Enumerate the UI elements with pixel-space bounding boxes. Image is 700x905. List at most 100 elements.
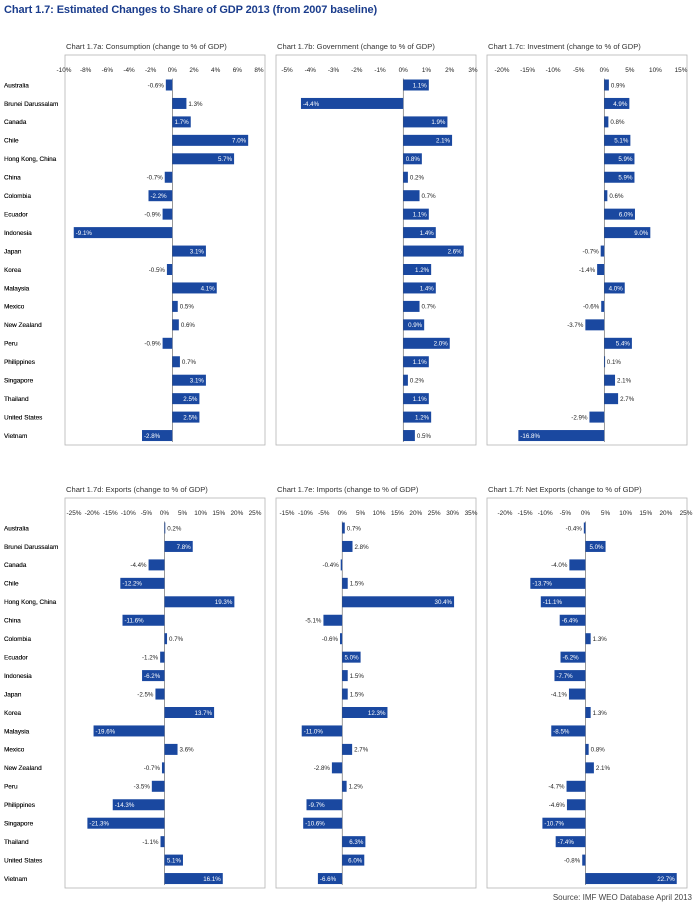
tick-label: -15% [280, 510, 295, 517]
data-label: 6.3% [349, 839, 364, 846]
data-label: -4.0% [551, 562, 568, 569]
category-label: Thailand [4, 396, 29, 403]
data-label: 0.5% [417, 433, 432, 440]
category-label: Canada [4, 562, 27, 569]
bar [568, 688, 586, 700]
category-label: Colombia [4, 636, 31, 643]
category-label: Japan [4, 691, 22, 698]
data-label: 5.7% [218, 156, 233, 163]
category-label: Chile [4, 581, 19, 588]
tick-label: -15% [520, 67, 535, 74]
data-label: 9.0% [634, 230, 649, 237]
category-label: Philippines [4, 802, 35, 809]
bar [172, 319, 179, 331]
data-label: -0.4% [323, 562, 340, 569]
data-label: -1.1% [142, 839, 159, 846]
bar [604, 153, 635, 165]
bar [540, 596, 586, 608]
data-label: 7.8% [177, 544, 192, 551]
tick-label: -15% [103, 510, 118, 517]
category-label: Australia [4, 525, 29, 532]
chart-frame [486, 497, 688, 889]
chart-title: Chart 1.7b: Government (change to % of G… [277, 42, 435, 51]
category-label: Hong Kong, China [4, 156, 57, 163]
category-label: Thailand [4, 839, 29, 846]
tick-label: -10% [546, 67, 561, 74]
data-label: 0.7% [422, 304, 437, 311]
tick-label: 30% [446, 510, 459, 517]
data-label: 2.1% [596, 765, 611, 772]
bar [162, 208, 173, 220]
tick-label: 15% [639, 510, 652, 517]
data-label: -6.4% [562, 618, 579, 625]
data-label: 12.3% [368, 710, 386, 717]
data-label: -16.8% [520, 433, 540, 440]
data-label: 1.2% [415, 414, 430, 421]
category-label: Korea [4, 267, 21, 274]
bar [166, 264, 173, 275]
tick-label: 0% [600, 67, 610, 74]
category-label: United States [4, 414, 42, 421]
data-label: -0.6% [148, 82, 165, 89]
tick-label: 5% [178, 510, 188, 517]
bar [585, 873, 677, 885]
category-label: Peru [4, 784, 18, 791]
data-label: 2.7% [354, 747, 369, 754]
category-label: Brunei Darussalam [4, 101, 58, 108]
bar [559, 614, 586, 626]
bar [160, 651, 165, 663]
tick-label: -6% [102, 67, 114, 74]
tick-label: 0% [168, 67, 178, 74]
data-label: -5.1% [305, 618, 322, 625]
data-label: -0.7% [147, 175, 164, 182]
bar [172, 411, 200, 423]
bar [148, 190, 173, 202]
category-label: Hong Kong, China [4, 156, 57, 163]
tick-label: 10% [194, 510, 207, 517]
tick-label: 20% [659, 510, 672, 517]
data-label: -4.1% [551, 691, 568, 698]
data-label: 2.7% [620, 396, 635, 403]
category-label: Canada [4, 119, 27, 126]
data-label: 0.8% [406, 156, 421, 163]
category-label: Mexico [4, 304, 25, 311]
tick-label: 35% [465, 510, 478, 517]
tick-label: 8% [254, 67, 264, 74]
category-label: Mexico [4, 304, 25, 311]
category-label: China [4, 618, 21, 625]
data-label: 1.5% [350, 673, 365, 680]
tick-label: -20% [85, 510, 100, 517]
tick-label: -20% [495, 67, 510, 74]
category-label: Vietnam [4, 433, 27, 440]
data-label: 1.1% [413, 211, 428, 218]
bar [342, 780, 347, 792]
category-label: Hong Kong, China [4, 599, 57, 606]
category-label: New Zealand [4, 322, 42, 329]
category-label: Vietnam [4, 433, 27, 440]
category-label: New Zealand [4, 765, 42, 772]
tick-label: -3% [328, 67, 340, 74]
data-label: 1.2% [415, 267, 430, 274]
category-label: Chile [4, 581, 19, 588]
data-label: 30.4% [435, 599, 453, 606]
category-label: Malaysia [4, 285, 30, 292]
category-label: Canada [4, 119, 27, 126]
data-label: 4.1% [201, 285, 216, 292]
data-label: 0.9% [408, 322, 423, 329]
data-label: 1.5% [350, 581, 365, 588]
tick-label: 15% [212, 510, 225, 517]
category-label: Philippines [4, 802, 35, 809]
data-label: -13.7% [532, 581, 552, 588]
data-label: -12.2% [122, 581, 142, 588]
bar [403, 337, 450, 349]
bar [403, 171, 408, 183]
data-label: 7.0% [232, 138, 247, 145]
category-label: Vietnam [4, 876, 27, 883]
bar [403, 227, 436, 239]
data-label: 5.4% [616, 341, 631, 348]
category-label: Japan [4, 691, 22, 698]
data-label: 1.3% [593, 636, 608, 643]
bar [306, 799, 343, 811]
chart-frame [275, 54, 477, 446]
data-label: 0.2% [410, 378, 425, 385]
